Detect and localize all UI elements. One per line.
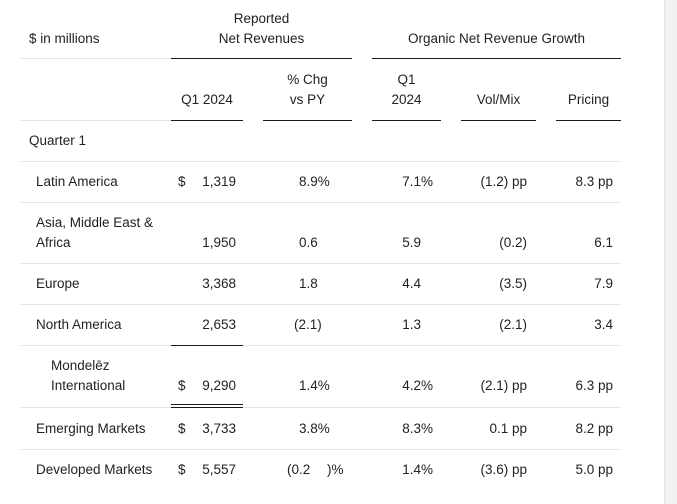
- row-label: Asia, Middle East &: [36, 215, 154, 230]
- col-header-vs-py: vs PY: [289, 92, 326, 107]
- reported-revenue: 9,290: [202, 378, 236, 393]
- vol-mix: (2.1): [499, 317, 527, 332]
- pct-change: 1.4%: [299, 378, 330, 393]
- header-row-line: [20, 58, 171, 59]
- col-rule-vol-mix: [461, 120, 536, 121]
- organic-group-rule: [372, 58, 621, 59]
- pct-change: 1.8: [299, 276, 318, 291]
- vol-mix: (1.2) pp: [480, 174, 527, 189]
- row-separator: [20, 202, 621, 203]
- row-label-continued: Africa: [36, 235, 71, 250]
- reported-revenue: 2,653: [202, 317, 236, 332]
- col-rule-q1-2024: [171, 120, 243, 121]
- reported-revenue: 1,319: [202, 174, 236, 189]
- pct-change: (2.1): [294, 317, 322, 332]
- reported-group-rule: [171, 58, 352, 59]
- vol-mix: (3.5): [499, 276, 527, 291]
- reported-group-title: Reported: [233, 11, 290, 26]
- row-label: Developed Markets: [36, 462, 153, 477]
- reported-revenue: 3,368: [202, 276, 236, 291]
- pct-change: 0.6: [299, 235, 318, 250]
- row-separator: [243, 345, 621, 346]
- total-double-rule: [171, 404, 243, 405]
- row-label: Mondelēz: [51, 358, 110, 373]
- header-bottom-line: [20, 120, 171, 121]
- pricing: 8.3 pp: [575, 174, 613, 189]
- row-separator: [243, 407, 621, 408]
- pct-change: 8.9%: [299, 174, 330, 189]
- organic-growth: 4.4: [402, 276, 421, 291]
- subtotal-rule: [171, 345, 243, 346]
- row-separator: [20, 345, 171, 346]
- reported-revenue: 3,733: [202, 421, 236, 436]
- dollar-sign: $: [178, 421, 186, 436]
- reported-group-subtitle: Net Revenues: [218, 31, 305, 46]
- row-label-continued: International: [51, 378, 126, 393]
- pct-change: (0.2: [287, 462, 311, 477]
- pricing: 7.9: [594, 276, 613, 291]
- pricing: 3.4: [594, 317, 613, 332]
- pct-change-suffix: )%: [327, 462, 344, 477]
- section-label: Quarter 1: [29, 133, 87, 148]
- row-separator: [20, 263, 621, 264]
- col-rule-pct-chg: [263, 120, 352, 121]
- col-header-vol-mix: Vol/Mix: [476, 92, 521, 107]
- reported-revenue: 5,557: [202, 462, 236, 477]
- total-double-rule: [171, 407, 243, 408]
- pricing: 8.2 pp: [575, 421, 613, 436]
- reported-revenue: 1,950: [202, 235, 236, 250]
- row-label: North America: [36, 317, 122, 332]
- dollar-sign: $: [178, 378, 186, 393]
- organic-growth: 1.4%: [402, 462, 433, 477]
- organic-growth: 7.1%: [402, 174, 433, 189]
- pricing: 6.3 pp: [575, 378, 613, 393]
- row-label: Emerging Markets: [36, 421, 146, 436]
- units-label: $ in millions: [29, 31, 100, 46]
- row-separator: [20, 304, 621, 305]
- col-header-pct-chg: % Chg: [287, 72, 328, 87]
- vol-mix: (2.1) pp: [480, 378, 527, 393]
- organic-group-title: Organic Net Revenue Growth: [407, 31, 586, 46]
- row-label: Europe: [36, 276, 80, 291]
- organic-growth: 8.3%: [402, 421, 433, 436]
- vol-mix: (0.2): [499, 235, 527, 250]
- dollar-sign: $: [178, 462, 186, 477]
- col-rule-pricing: [556, 120, 621, 121]
- organic-growth: 5.9: [402, 235, 421, 250]
- col-rule-organic-q1: [372, 120, 441, 121]
- row-separator: [20, 407, 171, 408]
- vol-mix: 0.1 pp: [489, 421, 527, 436]
- col-header-pricing: Pricing: [567, 92, 610, 107]
- scrollbar-track[interactable]: [664, 0, 677, 504]
- row-label: Latin America: [36, 174, 118, 189]
- vol-mix: (3.6) pp: [480, 462, 527, 477]
- col-header-q1-2024: Q1 2024: [181, 92, 233, 107]
- pricing: 6.1: [594, 235, 613, 250]
- organic-growth: 4.2%: [402, 378, 433, 393]
- pct-change: 3.8%: [299, 421, 330, 436]
- row-separator: [20, 161, 621, 162]
- row-separator: [20, 449, 621, 450]
- col-header-organic-q1: Q1: [397, 72, 416, 87]
- pricing: 5.0 pp: [575, 462, 613, 477]
- dollar-sign: $: [178, 174, 186, 189]
- organic-growth: 1.3: [402, 317, 421, 332]
- col-header-organic-2024: 2024: [391, 92, 422, 107]
